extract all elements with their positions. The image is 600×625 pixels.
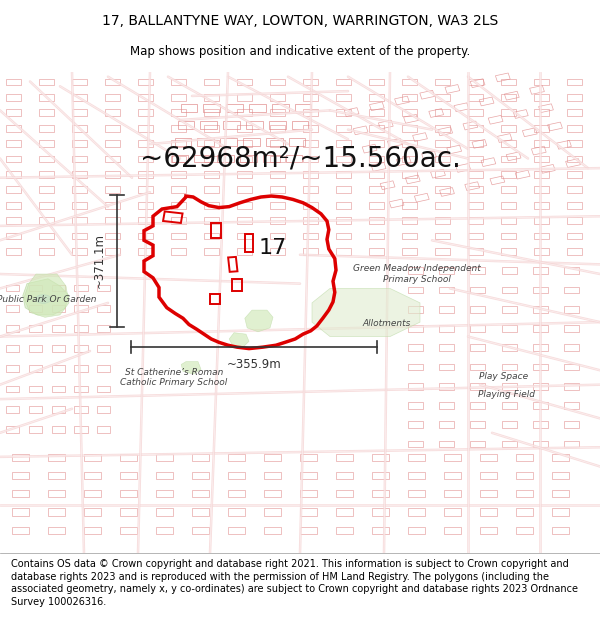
Text: Allotments: Allotments: [363, 319, 411, 328]
Bar: [181, 104, 197, 112]
Bar: [246, 121, 263, 129]
Text: 17, BALLANTYNE WAY, LOWTON, WARRINGTON, WA3 2LS: 17, BALLANTYNE WAY, LOWTON, WARRINGTON, …: [102, 14, 498, 28]
Text: Contains OS data © Crown copyright and database right 2021. This information is : Contains OS data © Crown copyright and d…: [11, 559, 578, 608]
Text: ~371.1m: ~371.1m: [93, 233, 106, 288]
Polygon shape: [181, 362, 201, 374]
Bar: [200, 121, 217, 129]
Bar: [289, 138, 305, 146]
Bar: [286, 154, 302, 162]
Polygon shape: [245, 310, 273, 332]
Bar: [203, 104, 220, 112]
Ellipse shape: [36, 295, 50, 303]
Text: Public Park Or Garden: Public Park Or Garden: [0, 294, 97, 304]
Bar: [175, 138, 191, 146]
Bar: [226, 104, 243, 112]
Text: Play Space: Play Space: [479, 371, 529, 381]
Text: ~355.9m: ~355.9m: [226, 357, 281, 371]
Text: St Catherine’s Roman
Catholic Primary School: St Catherine’s Roman Catholic Primary Sc…: [121, 368, 227, 387]
Bar: [266, 138, 283, 146]
Bar: [220, 138, 237, 146]
Bar: [249, 104, 266, 112]
Polygon shape: [23, 279, 69, 315]
Bar: [178, 121, 194, 129]
Bar: [217, 154, 234, 162]
Bar: [272, 104, 289, 112]
Text: Green Meadow Independent
Primary School: Green Meadow Independent Primary School: [353, 264, 481, 284]
Polygon shape: [24, 274, 69, 318]
Bar: [240, 154, 257, 162]
Text: 17: 17: [259, 238, 287, 258]
Bar: [295, 104, 311, 112]
Bar: [172, 154, 188, 162]
Bar: [292, 121, 308, 129]
Text: Playing Field: Playing Field: [479, 390, 536, 399]
Bar: [269, 121, 286, 129]
Text: ~62968m²/~15.560ac.: ~62968m²/~15.560ac.: [140, 144, 460, 172]
Polygon shape: [229, 332, 249, 347]
Bar: [194, 154, 211, 162]
Bar: [223, 121, 240, 129]
Bar: [263, 154, 280, 162]
Bar: [197, 138, 214, 146]
Bar: [243, 138, 260, 146]
Polygon shape: [312, 289, 420, 336]
Text: Map shows position and indicative extent of the property.: Map shows position and indicative extent…: [130, 44, 470, 58]
